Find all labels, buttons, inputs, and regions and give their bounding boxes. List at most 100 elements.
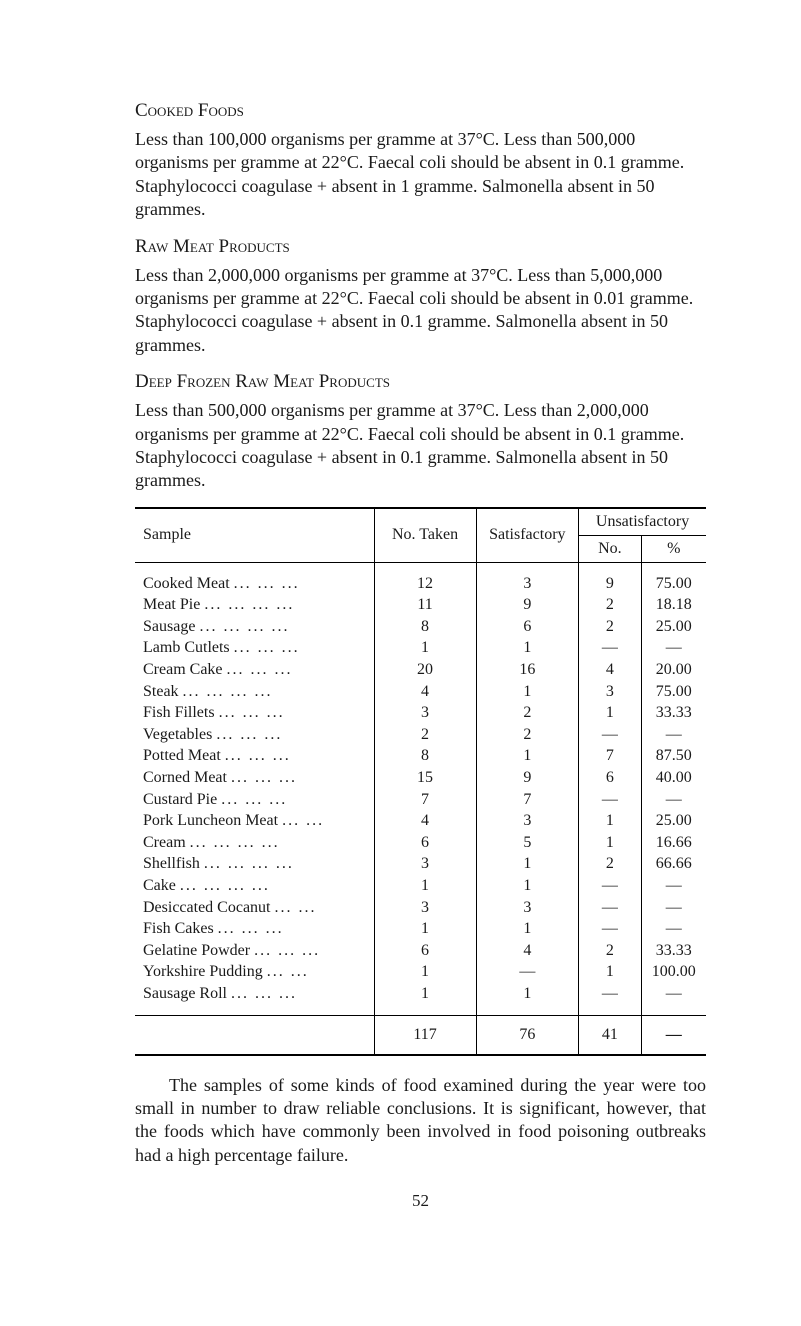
cell-taken: 1 (374, 961, 476, 983)
leader-dots: ... ... ... (225, 747, 291, 764)
cell-satisfactory: 1 (476, 637, 579, 659)
table-row: Cream ... ... ... ...65116.66 (135, 832, 706, 854)
cell-taken: 8 (374, 616, 476, 638)
cell-satisfactory: 1 (476, 983, 579, 1015)
table-row: Desiccated Cocanut ... ...33—— (135, 897, 706, 919)
table-row: Sausage Roll ... ... ...11—— (135, 983, 706, 1015)
section-body: Less than 100,000 organisms per gramme a… (135, 128, 706, 222)
cell-satisfactory: 9 (476, 594, 579, 616)
table-row: Pork Luncheon Meat ... ...43125.00 (135, 810, 706, 832)
section-heading: Deep Frozen Raw Meat Products (135, 371, 706, 393)
total-taken: 117 (374, 1015, 476, 1055)
table-row: Custard Pie ... ... ...77—— (135, 789, 706, 811)
cell-sample: Yorkshire Pudding ... ... (135, 961, 374, 983)
cell-unsat-no: 7 (579, 745, 641, 767)
table-row: Cake ... ... ... ...11—— (135, 875, 706, 897)
cell-satisfactory: 5 (476, 832, 579, 854)
cell-unsat-pct: — (641, 875, 706, 897)
cell-taken: 12 (374, 562, 476, 594)
cell-satisfactory: 9 (476, 767, 579, 789)
cell-unsat-no: — (579, 918, 641, 940)
cell-satisfactory: 16 (476, 659, 579, 681)
leader-dots: ... ... ... (231, 985, 297, 1002)
cell-taken: 1 (374, 637, 476, 659)
section-body: Less than 500,000 organisms per gramme a… (135, 399, 706, 493)
section-body: Less than 2,000,000 organisms per gramme… (135, 264, 706, 358)
cell-satisfactory: 4 (476, 940, 579, 962)
section-cooked-foods: Cooked Foods Less than 100,000 organisms… (135, 100, 706, 222)
cell-sample: Gelatine Powder ... ... ... (135, 940, 374, 962)
cell-sample: Desiccated Cocanut ... ... (135, 897, 374, 919)
cell-taken: 11 (374, 594, 476, 616)
cell-satisfactory: 3 (476, 897, 579, 919)
cell-sample: Vegetables ... ... ... (135, 724, 374, 746)
header-satisfactory: Satisfactory (476, 508, 579, 563)
cell-unsat-no: — (579, 789, 641, 811)
cell-sample: Meat Pie ... ... ... ... (135, 594, 374, 616)
cell-sample: Shellfish ... ... ... ... (135, 853, 374, 875)
cell-taken: 2 (374, 724, 476, 746)
table-row: Shellfish ... ... ... ...31266.66 (135, 853, 706, 875)
total-no: 41 (579, 1015, 641, 1055)
page-number: 52 (135, 1191, 706, 1211)
leader-dots: ... ... ... (231, 769, 297, 786)
cell-satisfactory: — (476, 961, 579, 983)
cell-unsat-no: 4 (579, 659, 641, 681)
cell-unsat-no: 2 (579, 616, 641, 638)
leader-dots: ... ... ... (234, 639, 300, 656)
cell-sample: Custard Pie ... ... ... (135, 789, 374, 811)
section-deep-frozen: Deep Frozen Raw Meat Products Less than … (135, 371, 706, 493)
table-row: Potted Meat ... ... ...81787.50 (135, 745, 706, 767)
samples-table: Sample No. Taken Satisfactory Unsatisfac… (135, 507, 706, 1056)
cell-satisfactory: 1 (476, 918, 579, 940)
cell-unsat-no: — (579, 637, 641, 659)
cell-unsat-pct: 20.00 (641, 659, 706, 681)
cell-unsat-pct: 66.66 (641, 853, 706, 875)
cell-unsat-no: — (579, 724, 641, 746)
table-row: Cooked Meat ... ... ...123975.00 (135, 562, 706, 594)
cell-unsat-no: — (579, 875, 641, 897)
leader-dots: ... ... ... ... (199, 618, 289, 635)
cell-unsat-no: 2 (579, 594, 641, 616)
cell-unsat-pct: 87.50 (641, 745, 706, 767)
cell-unsat-no: 1 (579, 810, 641, 832)
cell-unsat-pct: 75.00 (641, 681, 706, 703)
cell-satisfactory: 2 (476, 724, 579, 746)
table-row: Fish Cakes ... ... ...11—— (135, 918, 706, 940)
cell-sample: Cooked Meat ... ... ... (135, 562, 374, 594)
cell-unsat-pct: — (641, 897, 706, 919)
cell-unsat-pct: 40.00 (641, 767, 706, 789)
cell-satisfactory: 2 (476, 702, 579, 724)
leader-dots: ... ... ... ... (180, 877, 270, 894)
table-row: Lamb Cutlets ... ... ...11—— (135, 637, 706, 659)
table-row: Cream Cake ... ... ...2016420.00 (135, 659, 706, 681)
cell-unsat-pct: 25.00 (641, 616, 706, 638)
cell-taken: 1 (374, 875, 476, 897)
table-row: Meat Pie ... ... ... ...119218.18 (135, 594, 706, 616)
cell-unsat-pct: 16.66 (641, 832, 706, 854)
closing-paragraph: The samples of some kinds of food examin… (135, 1074, 706, 1168)
cell-sample: Steak ... ... ... ... (135, 681, 374, 703)
cell-sample: Sausage ... ... ... ... (135, 616, 374, 638)
cell-unsat-pct: 33.33 (641, 940, 706, 962)
cell-satisfactory: 1 (476, 681, 579, 703)
cell-taken: 7 (374, 789, 476, 811)
table-row: Vegetables ... ... ...22—— (135, 724, 706, 746)
cell-taken: 4 (374, 681, 476, 703)
cell-unsat-pct: 25.00 (641, 810, 706, 832)
cell-unsat-pct: 100.00 (641, 961, 706, 983)
cell-unsat-pct: — (641, 724, 706, 746)
leader-dots: ... ... ... ... (204, 596, 294, 613)
table-row: Sausage ... ... ... ...86225.00 (135, 616, 706, 638)
cell-unsat-no: 2 (579, 940, 641, 962)
cell-taken: 3 (374, 702, 476, 724)
cell-unsat-pct: 75.00 (641, 562, 706, 594)
header-sample: Sample (135, 508, 374, 563)
table-row: Yorkshire Pudding ... ...1—1100.00 (135, 961, 706, 983)
cell-taken: 15 (374, 767, 476, 789)
cell-unsat-pct: — (641, 983, 706, 1015)
table-row: Corned Meat ... ... ...159640.00 (135, 767, 706, 789)
cell-taken: 4 (374, 810, 476, 832)
cell-unsat-pct: — (641, 637, 706, 659)
table-body: Cooked Meat ... ... ...123975.00Meat Pie… (135, 562, 706, 1015)
